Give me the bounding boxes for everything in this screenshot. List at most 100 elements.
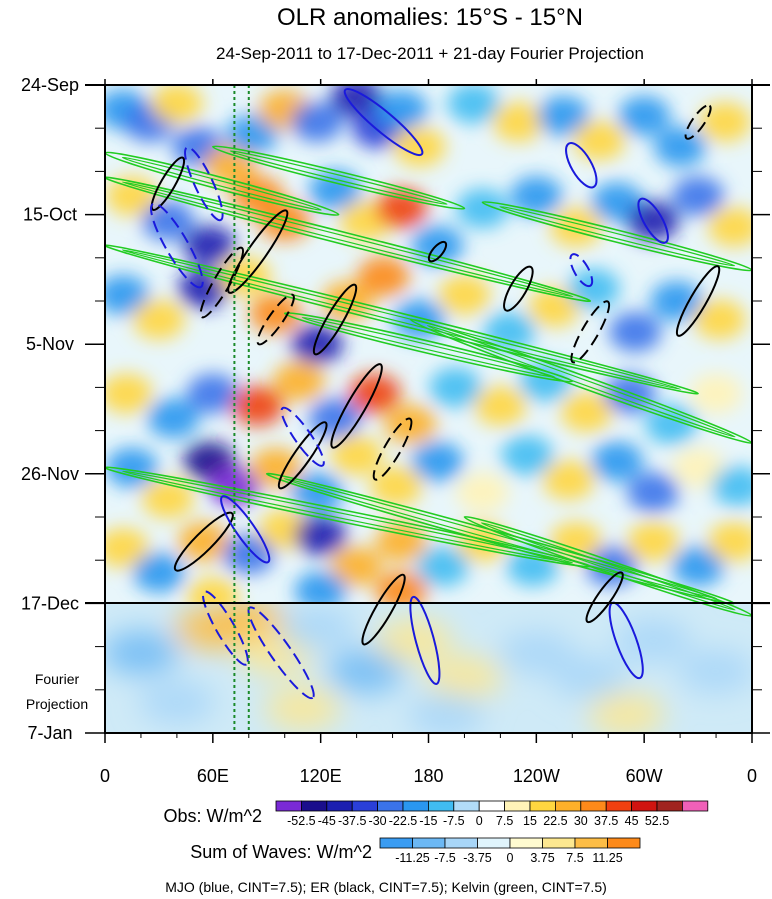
obs-cbar-level-8: 7.5: [496, 814, 513, 828]
er-contour-9: [675, 265, 721, 337]
kelvin-contour-1: [105, 176, 592, 303]
olr-anomaly-77: [542, 459, 595, 500]
obs-cbar-swatch-4: [377, 800, 404, 812]
olr-anomaly-14: [537, 95, 590, 136]
olr-anomaly-48: [609, 311, 662, 352]
contour-legend: MJO (blue, CINT=7.5); ER (black, CINT=7.…: [165, 879, 607, 895]
obs-colorbar: -52.5 -45 -37.5 -30 -22.5 -15 -7.5 0 7.5 15 22.5 30…: [275, 800, 709, 828]
olr-anomaly-12: [447, 85, 500, 124]
x-tick-label-1: 60E: [197, 766, 229, 786]
kelvin-contour-inner-1: [121, 181, 574, 298]
kelvin-contour-inner-9: [480, 522, 736, 611]
olr-anomaly-41: [321, 281, 374, 321]
olr-anomaly-8: [330, 85, 383, 118]
olr-anomaly-34: [708, 206, 752, 247]
mjo-contour-8: [637, 197, 669, 244]
projection-anomaly-15: [588, 692, 665, 733]
obs-cbar-swatch-14: [631, 800, 658, 812]
projection-anomaly-10: [615, 618, 692, 663]
x-tick-label-3: 180: [413, 766, 443, 786]
obs-cbar-swatch-5: [402, 800, 429, 812]
olr-anomaly-13: [492, 102, 545, 143]
olr-anomaly-53: [186, 373, 239, 414]
olr-anomaly-10: [375, 89, 428, 130]
er-contour-10: [361, 573, 406, 646]
olr-anomaly-79: [627, 472, 680, 513]
kelvin-contour-inner-0: [121, 156, 322, 211]
waves-cbar-swatch-3: [477, 837, 511, 849]
mjo-contour-11: [280, 406, 325, 467]
olr-anomaly-35: [105, 274, 149, 315]
olr-anomaly-90: [416, 546, 469, 587]
olr-anomaly-52: [147, 398, 200, 439]
olr-anomaly-65: [690, 373, 743, 414]
olr-anomaly-99: [294, 571, 347, 603]
olr-anomaly-7: [291, 102, 344, 143]
olr-anomaly-49: [650, 281, 703, 321]
er-contour-1: [199, 246, 244, 319]
obs-colorbar-label: Obs: W/m^2: [164, 806, 262, 826]
y-tick-label-5: 7-Jan: [27, 723, 72, 743]
obs-cbar-swatch-15: [656, 800, 683, 812]
projection-label-line2: Projection: [26, 696, 88, 712]
projection-anomaly-12: [138, 680, 215, 725]
x-tick-label-6: 0: [747, 766, 757, 786]
obs-cbar-level-3: -30: [369, 814, 387, 828]
y-tick-label-1: 15-Oct: [23, 205, 77, 225]
mjo-contour-7: [565, 142, 598, 189]
olr-anomaly-60: [474, 385, 527, 426]
olr-anomaly-56: [309, 398, 362, 439]
olr-anomaly-18: [699, 102, 752, 143]
projection-anomaly-8: [498, 630, 575, 675]
waves-cbar-level-0: -11.25: [395, 851, 430, 865]
x-tick-label-5: 60W: [626, 766, 663, 786]
olr-anomaly-54: [231, 385, 284, 426]
obs-cbar-swatch-11: [555, 800, 582, 812]
olr-anomaly-89: [375, 521, 428, 562]
x-tick-label-4: 120W: [513, 766, 560, 786]
er-contour-13: [372, 417, 413, 481]
obs-cbar-swatch-10: [529, 800, 556, 812]
olr-anomaly-74: [411, 441, 464, 482]
reference-longitude-lines: [233, 85, 250, 733]
obs-cbar-level-11: 30: [574, 814, 588, 828]
obs-cbar-swatch-9: [504, 800, 531, 812]
olr-anomaly-59: [429, 367, 482, 408]
er-contour-0: [227, 209, 289, 294]
er-contour-5: [277, 421, 328, 490]
obs-cbar-level-0: -52.5: [287, 814, 316, 828]
olr-anomaly-2: [150, 85, 203, 124]
waves-cbar-swatch-7: [607, 837, 641, 849]
obs-cbar-level-1: -45: [318, 814, 336, 828]
olr-anomaly-5: [226, 114, 279, 155]
projection-anomaly-5: [327, 649, 404, 694]
olr-anomaly-72: [330, 435, 383, 476]
er-contours: [150, 104, 721, 646]
x-tick-label-2: 120E: [300, 766, 342, 786]
obs-cbar-swatch-1: [300, 800, 328, 812]
kelvin-contour-inner-8: [301, 316, 556, 378]
waves-cbar-swatch-4: [509, 837, 543, 849]
obs-cbar-level-10: 22.5: [543, 814, 567, 828]
y-tick-label-4: 17-Dec: [21, 593, 79, 613]
olr-anomaly-75: [456, 472, 509, 513]
waves-cbar-swatch-0: [379, 837, 413, 849]
er-contour-7: [503, 265, 534, 312]
projection-anomaly-0: [105, 630, 179, 675]
obs-cbar-level-4: -22.5: [389, 814, 418, 828]
olr-anomaly-47: [567, 268, 620, 309]
mjo-contour-2: [150, 202, 204, 289]
obs-cbar-swatch-3: [351, 800, 379, 812]
chart-subtitle: 24-Sep-2011 to 17-Dec-2011 + 21-day Four…: [216, 44, 644, 63]
er-contour-6: [150, 156, 186, 211]
obs-cbar-swatch-16: [682, 800, 709, 812]
waves-cbar-level-1: -7.5: [434, 851, 456, 865]
er-contour-8: [570, 300, 611, 364]
er-contour-2: [312, 283, 358, 356]
waves-cbar-level-2: -3.75: [463, 851, 492, 865]
obs-cbar-level-5: -15: [419, 814, 437, 828]
waves-colorbar-label: Sum of Waves: W/m^2: [190, 842, 372, 862]
olr-anomaly-16: [618, 95, 671, 136]
obs-cbar-swatch-13: [605, 800, 633, 812]
olr-anomaly-field: [105, 85, 752, 603]
